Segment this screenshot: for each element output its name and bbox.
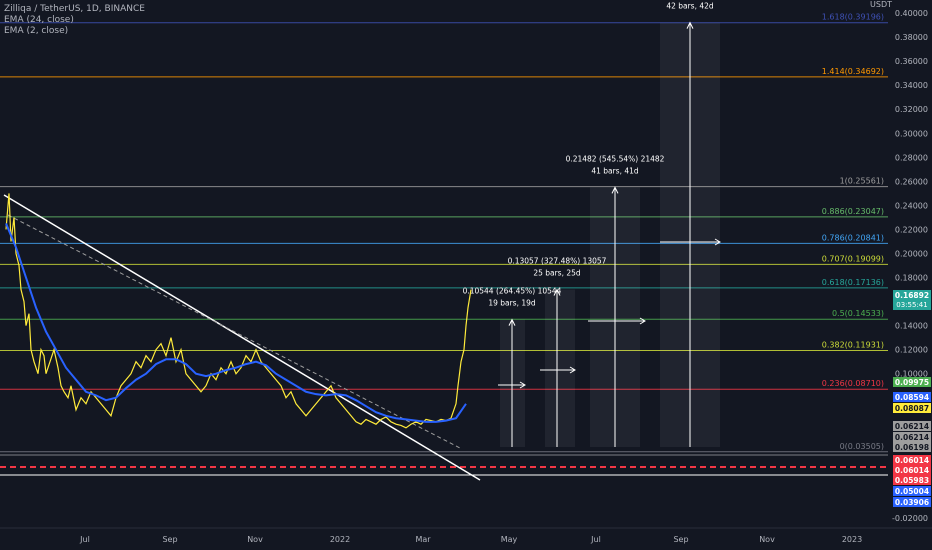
price-tag bbox=[893, 403, 931, 413]
price-tick-label: 0.28000 bbox=[895, 153, 928, 162]
fib-label: 1.618(0.39196) bbox=[822, 13, 884, 22]
price-tick-label: 0.24000 bbox=[895, 201, 928, 210]
price-tag-label: 0.06014 bbox=[895, 466, 929, 475]
price-tag bbox=[893, 475, 931, 485]
ema24-legend[interactable]: EMA (24, close) bbox=[4, 15, 74, 25]
price-tag-label: 0.06214 bbox=[895, 422, 929, 431]
arrow-head bbox=[611, 186, 619, 194]
price-tick-label: 0.12000 bbox=[895, 346, 928, 355]
price-tag bbox=[893, 497, 931, 507]
time-arrow-head bbox=[714, 238, 721, 246]
price-tick-label: 0.20000 bbox=[895, 249, 928, 258]
time-arrow-head bbox=[639, 317, 646, 325]
price-tag bbox=[893, 377, 931, 387]
fib-label: 0.886(0.23047) bbox=[822, 207, 884, 216]
price-tick-label: 0.40000 bbox=[895, 9, 928, 18]
time-arrow-head bbox=[569, 366, 576, 374]
time-tick-label: 2022 bbox=[330, 535, 350, 544]
time-tick-label: May bbox=[501, 535, 518, 544]
price-tag-label: 0.08087 bbox=[895, 404, 929, 413]
price-tag bbox=[893, 442, 931, 452]
price-tick-label: 0.10000 bbox=[895, 370, 928, 379]
price-tick-label: 0.14000 bbox=[895, 322, 928, 331]
time-tick-label: Sep bbox=[162, 535, 177, 544]
projection-value-label: 0.13057 (327.48%) 13057 bbox=[508, 257, 607, 266]
arrow-head bbox=[686, 21, 694, 29]
time-tick-label: Sep bbox=[673, 535, 688, 544]
fib-label: 0.786(0.20841) bbox=[822, 233, 884, 242]
price-tag-label: 0.06198 bbox=[895, 443, 929, 452]
price-tag bbox=[893, 465, 931, 475]
projection-value-label: 0.10544 (264.45%) 10544 bbox=[463, 287, 562, 296]
price-tag-label: 0.03906 bbox=[895, 498, 929, 507]
time-tick-label: 2023 bbox=[842, 535, 862, 544]
price-tag bbox=[893, 290, 931, 310]
price-tag bbox=[893, 455, 931, 465]
price-tick-label: 0.38000 bbox=[895, 33, 928, 42]
projection-bars-label: 19 bars, 19d bbox=[488, 299, 536, 308]
time-arrow-head bbox=[519, 381, 526, 389]
projection-bars-label: 41 bars, 41d bbox=[591, 166, 639, 175]
price-tick-label: 0.18000 bbox=[895, 274, 928, 283]
price-tag-label: 0.06014 bbox=[895, 456, 929, 465]
price-tag-countdown: 03:55:41 bbox=[896, 301, 927, 309]
fib-label: 0(0.03505) bbox=[840, 442, 884, 451]
price-tick-label: 0.36000 bbox=[895, 57, 928, 66]
price-tag-label: 0.16892 bbox=[895, 291, 929, 300]
ema24-line bbox=[5, 223, 467, 423]
ema2-legend[interactable]: EMA (2, close) bbox=[4, 26, 69, 36]
price-tick-label: 0.32000 bbox=[895, 105, 928, 114]
projection-bars-label: 42 bars, 42d bbox=[666, 2, 714, 11]
price-tag-label: 0.09975 bbox=[895, 378, 929, 387]
price-tick-label: 0.22000 bbox=[895, 225, 928, 234]
time-tick-label: Nov bbox=[247, 535, 263, 544]
price-tick-label: 0.34000 bbox=[895, 81, 928, 90]
price-tag-label: 0.05983 bbox=[895, 476, 929, 485]
price-tick-label: 0.30000 bbox=[895, 129, 928, 138]
price-tag-label: 0.06214 bbox=[895, 433, 929, 442]
price-tick-label: 0.26000 bbox=[895, 177, 928, 186]
time-tick-label: Jul bbox=[590, 535, 601, 544]
price-tag-label: 0.05004 bbox=[895, 487, 929, 496]
arrow-head bbox=[553, 288, 561, 296]
projection-box bbox=[545, 289, 575, 447]
fib-label: 0.618(0.17136) bbox=[822, 278, 884, 287]
currency-unit: USDT bbox=[870, 0, 892, 9]
arrow-head bbox=[508, 318, 516, 326]
price-tick-label: -0.02000 bbox=[892, 514, 928, 523]
time-tick-label: Jul bbox=[79, 535, 90, 544]
price-tag bbox=[893, 392, 931, 402]
fib-label: 0.236(0.08710) bbox=[822, 379, 884, 388]
trendline bbox=[3, 194, 481, 481]
price-line bbox=[5, 193, 472, 429]
time-tick-label: Nov bbox=[759, 535, 775, 544]
price-tag bbox=[893, 486, 931, 496]
fib-label: 1(0.25561) bbox=[840, 177, 884, 186]
symbol-title[interactable]: Zilliqa / TetherUS, 1D, BINANCE bbox=[4, 4, 145, 14]
price-tag-label: 0.08594 bbox=[895, 393, 929, 402]
projection-value-label: 0.21482 (545.54%) 21482 bbox=[566, 154, 665, 163]
time-tick-label: Mar bbox=[415, 535, 431, 544]
fib-label: 0.707(0.19099) bbox=[822, 254, 884, 263]
chart-legend: Zilliqa / TetherUS, 1D, BINANCE EMA (24,… bbox=[4, 4, 145, 37]
price-tag bbox=[893, 432, 931, 442]
projection-bars-label: 25 bars, 25d bbox=[533, 269, 581, 278]
price-tag bbox=[893, 421, 931, 431]
fib-label: 1.414(0.34692) bbox=[822, 67, 884, 76]
trendline-dashed bbox=[7, 214, 461, 449]
fib-label: 0.382(0.11931) bbox=[822, 341, 884, 350]
fib-label: 0.5(0.14533) bbox=[832, 309, 884, 318]
